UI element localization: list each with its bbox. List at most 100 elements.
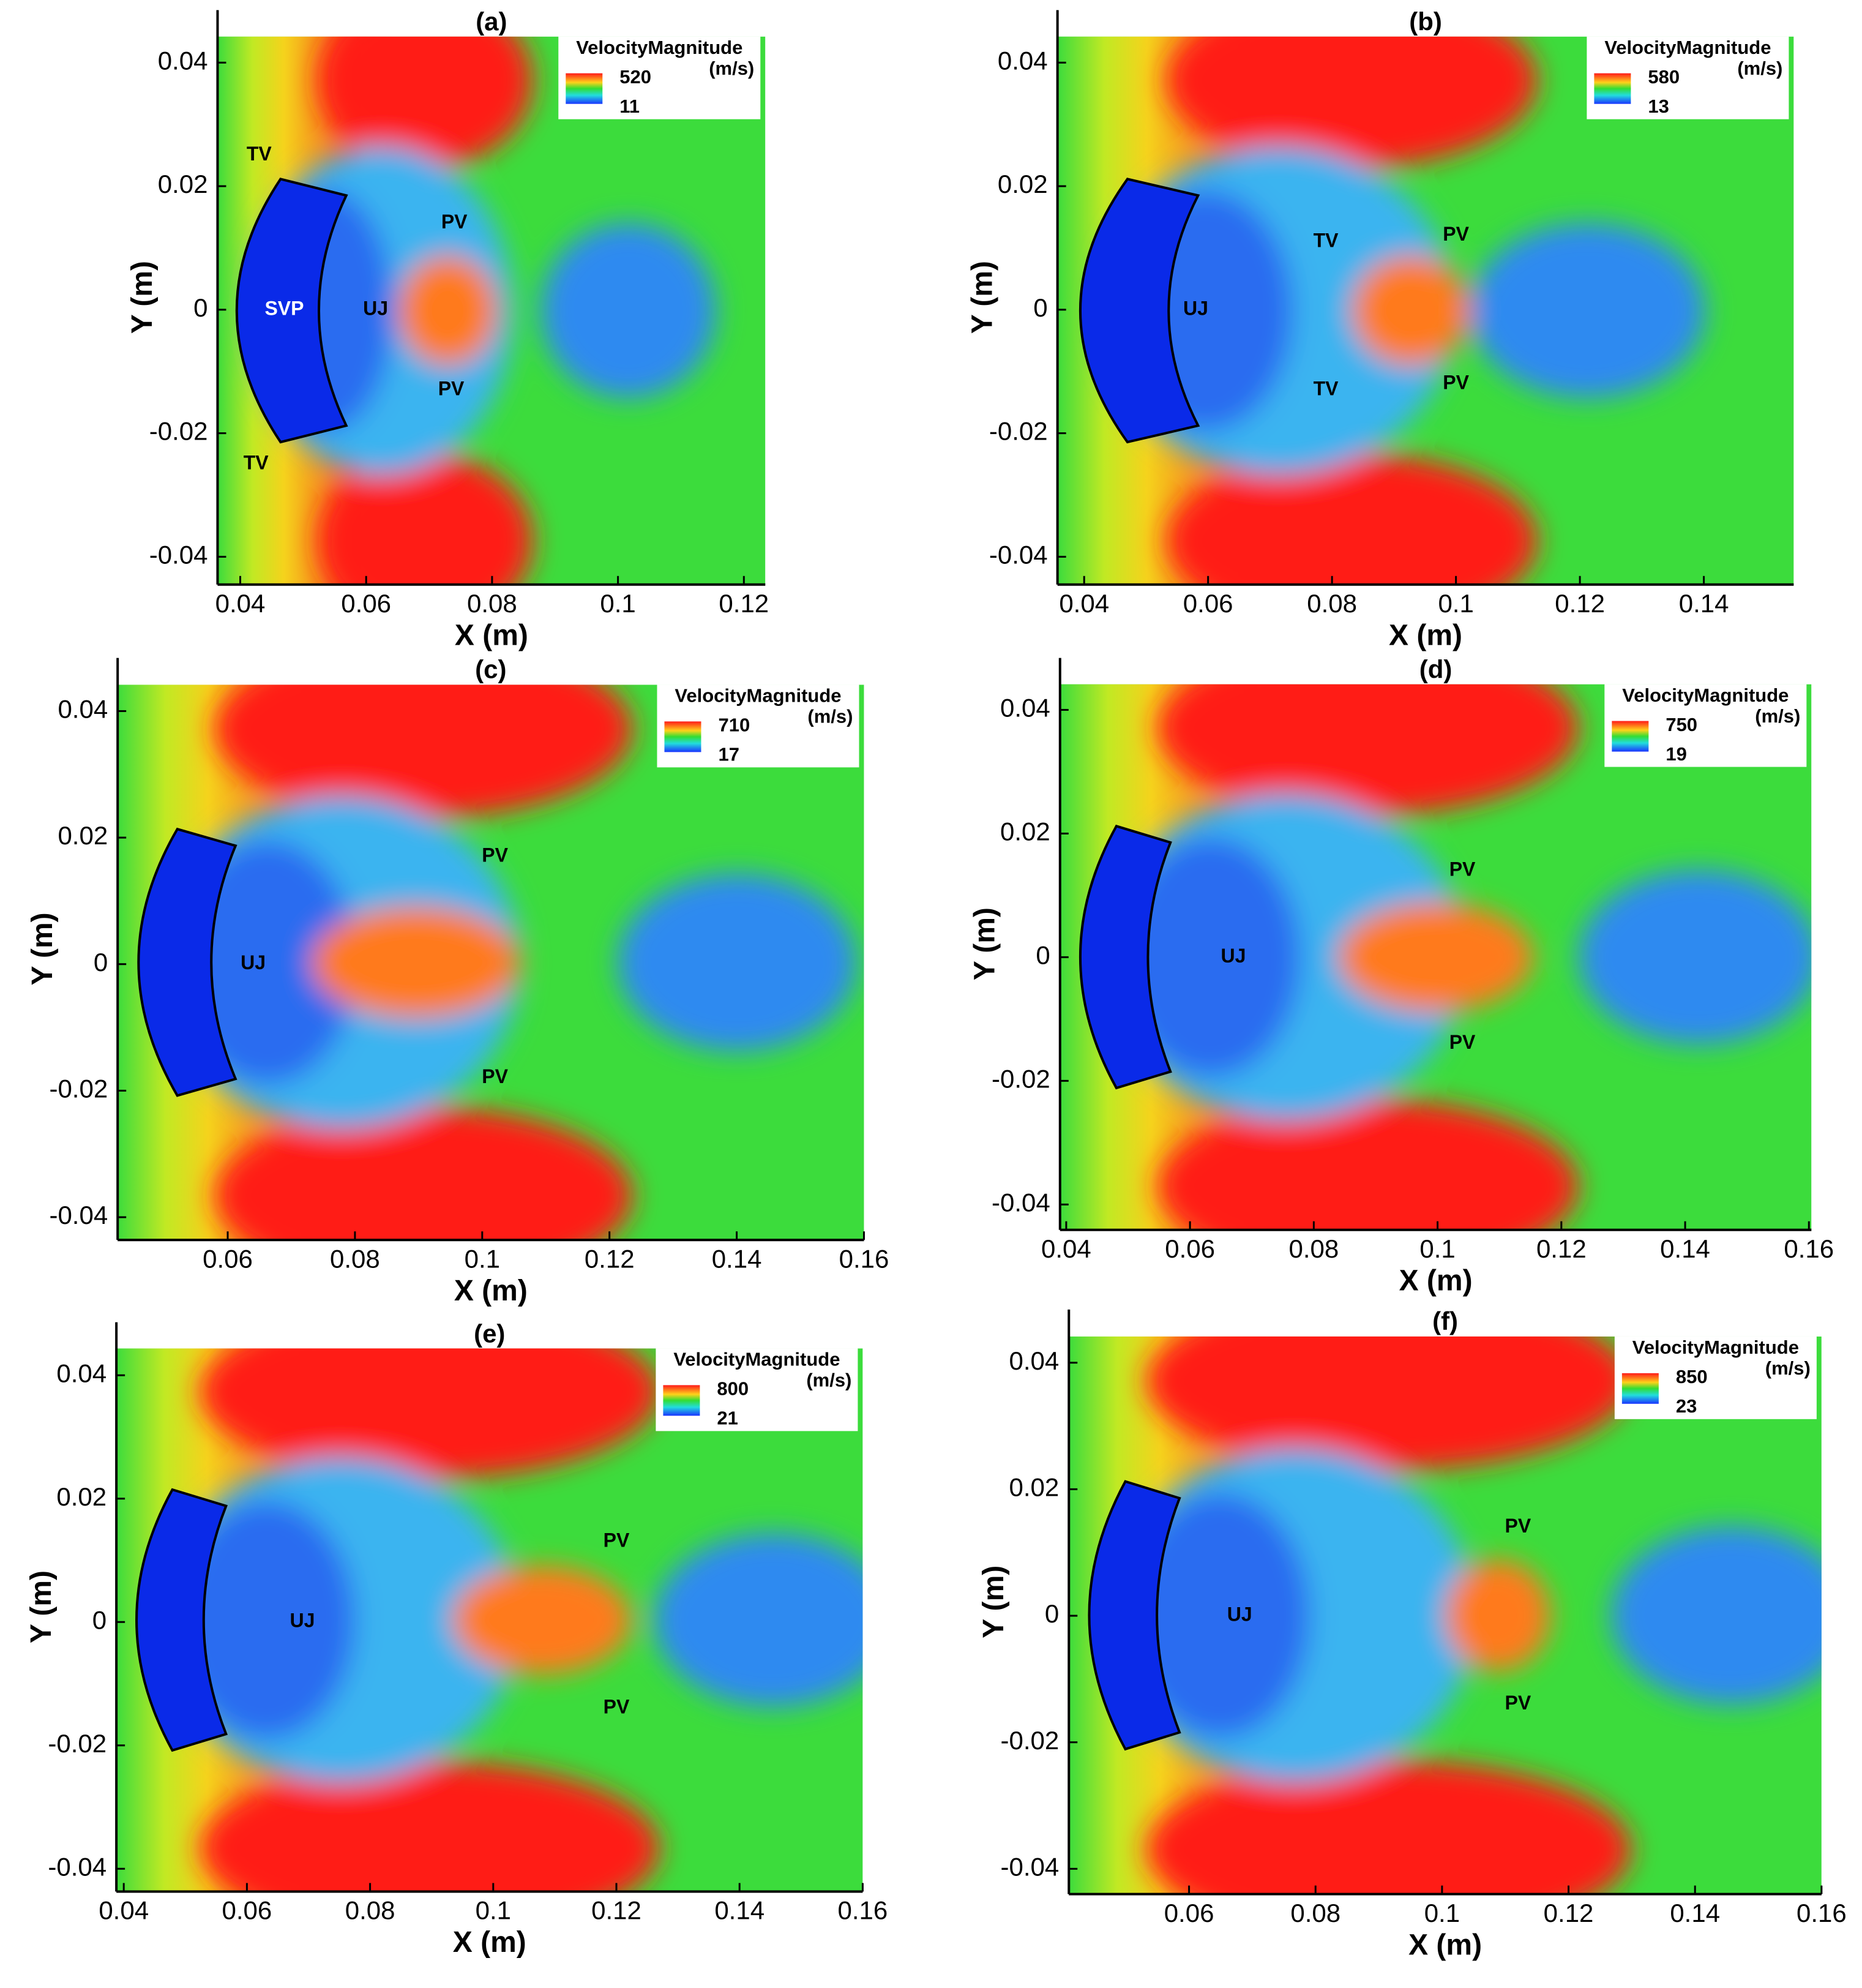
colorbar <box>566 73 603 104</box>
y-tick-label: -0.04 <box>48 1852 107 1881</box>
colorbar-unit: (m/s) <box>1737 58 1782 79</box>
panel: -0.04 -0.02 0 0.02 0.04 0.04 0.06 0.08 0.1 0.12 0.… <box>966 7 1794 651</box>
high-velocity-region <box>214 685 633 818</box>
colorbar-title: VelocityMagnitude <box>673 1349 840 1370</box>
x-axis-label: X (m) <box>1408 1929 1482 1961</box>
panel: -0.04 -0.02 0 0.02 0.04 0.04 0.06 0.08 0.1 0.12 0.… <box>968 655 1834 1297</box>
annotation: SVP <box>264 297 304 319</box>
x-tick-label: 0.1 <box>465 1244 500 1273</box>
panel: -0.04 -0.02 0 0.02 0.04 0.04 0.06 0.08 0.1 0.12 (a… <box>126 7 769 652</box>
high-velocity-region <box>1146 1760 1631 1894</box>
x-tick-label: 0.04 <box>1041 1234 1091 1263</box>
x-tick-label: 0.06 <box>222 1896 272 1925</box>
panel-title: (d) <box>1419 655 1453 684</box>
x-tick-label: 0.08 <box>1290 1899 1340 1927</box>
low-velocity-region <box>654 1533 863 1707</box>
y-tick-label: -0.02 <box>48 1729 107 1758</box>
colorbar-min-label: 11 <box>619 96 640 117</box>
y-tick-label: 0.04 <box>56 1359 107 1387</box>
high-velocity-region <box>200 1348 660 1479</box>
x-tick-label: 0.08 <box>1307 589 1357 618</box>
x-tick-label: 0.14 <box>1660 1234 1710 1263</box>
high-velocity-region <box>1337 902 1534 1012</box>
annotation: PV <box>1449 1031 1476 1053</box>
y-tick-label: 0 <box>94 948 108 977</box>
y-axis-label: Y (m) <box>25 1570 58 1643</box>
x-tick-label: 0.06 <box>341 589 391 618</box>
low-velocity-region <box>618 873 857 1051</box>
colorbar-unit: (m/s) <box>709 58 754 79</box>
low-velocity-region <box>1470 223 1706 399</box>
high-velocity-region <box>1166 36 1538 168</box>
annotation: PV <box>1505 1692 1531 1714</box>
annotation: PV <box>438 377 465 399</box>
jet-core <box>1088 1480 1181 1751</box>
x-tick-label: 0.06 <box>1165 1234 1215 1263</box>
annotation: PV <box>1443 371 1469 393</box>
high-velocity-region <box>1146 1336 1631 1471</box>
y-tick-label: 0 <box>193 293 208 322</box>
colorbar-max-label: 850 <box>1676 1366 1708 1387</box>
x-tick-label: 0.12 <box>591 1896 641 1925</box>
y-tick-label: -0.04 <box>992 1188 1050 1217</box>
colorbar-unit: (m/s) <box>806 1370 851 1391</box>
colorbar-max-label: 580 <box>1648 66 1680 88</box>
y-tick-label: -0.02 <box>989 417 1048 446</box>
colorbar <box>1621 1373 1659 1404</box>
colorbar-min-label: 19 <box>1666 743 1686 765</box>
colorbar <box>1612 721 1649 752</box>
colorbar-title: VelocityMagnitude <box>675 685 841 707</box>
x-tick-label: 0.16 <box>838 1896 888 1925</box>
high-velocity-region <box>318 36 533 168</box>
annotation: PV <box>482 1065 508 1087</box>
x-tick-label: 0.1 <box>476 1896 511 1925</box>
field-blobs <box>1114 1336 1822 1894</box>
x-tick-label: 0.06 <box>203 1244 253 1273</box>
annotation: TV <box>247 143 272 165</box>
annotation: PV <box>1449 858 1476 880</box>
colorbar-title: VelocityMagnitude <box>1604 37 1771 58</box>
y-tick-label: 0.02 <box>58 821 108 850</box>
high-velocity-region <box>312 907 521 1018</box>
x-tick-label: 0.1 <box>1438 589 1473 618</box>
annotation: PV <box>1443 223 1469 245</box>
panel: -0.04 -0.02 0 0.02 0.04 0.06 0.08 0.1 0.12 0.14 0.… <box>978 1307 1847 1961</box>
y-tick-label: 0 <box>1036 940 1050 969</box>
x-tick-label: 0.04 <box>1059 589 1109 618</box>
colorbar-unit: (m/s) <box>1755 705 1800 727</box>
panel-title: (c) <box>475 655 506 684</box>
x-tick-label: 0.08 <box>467 589 517 618</box>
jet-core <box>1079 178 1200 444</box>
y-tick-label: -0.02 <box>49 1074 108 1103</box>
annotation: PV <box>1505 1515 1531 1537</box>
x-tick-label: 0.08 <box>1288 1234 1339 1263</box>
annotation: UJ <box>241 951 266 973</box>
colorbar-title: VelocityMagnitude <box>1632 1337 1799 1358</box>
low-velocity-region <box>1578 869 1812 1045</box>
y-tick-label: 0.04 <box>1009 1346 1060 1375</box>
low-velocity-region <box>1610 1526 1822 1705</box>
low-velocity-region <box>177 840 357 1085</box>
jet-core <box>1079 824 1172 1090</box>
y-axis-label: Y (m) <box>968 907 1001 980</box>
annotation: PV <box>604 1529 630 1551</box>
colorbar-legend: VelocityMagnitude(m/s) 580 13 <box>1587 36 1789 119</box>
y-tick-label: 0 <box>1033 293 1047 322</box>
colorbar-legend: VelocityMagnitude(m/s) 850 23 <box>1614 1336 1817 1419</box>
y-axis-label: Y (m) <box>978 1566 1010 1638</box>
x-tick-label: 0.08 <box>330 1244 380 1273</box>
x-tick-label: 0.16 <box>839 1244 889 1273</box>
field-blobs <box>162 685 857 1240</box>
colorbar <box>664 721 701 752</box>
colorbar-unit: (m/s) <box>1765 1357 1811 1379</box>
x-tick-label: 0.12 <box>1544 1899 1594 1927</box>
x-tick-label: 0.12 <box>719 589 769 618</box>
y-tick-label: 0 <box>92 1605 107 1634</box>
y-tick-label: -0.04 <box>149 540 208 569</box>
y-axis-label: Y (m) <box>26 912 59 985</box>
annotation: UJ <box>1227 1603 1252 1625</box>
y-axis-label: Y (m) <box>126 261 159 334</box>
x-axis-label: X (m) <box>1399 1264 1473 1297</box>
annotation: TV <box>1314 229 1339 251</box>
